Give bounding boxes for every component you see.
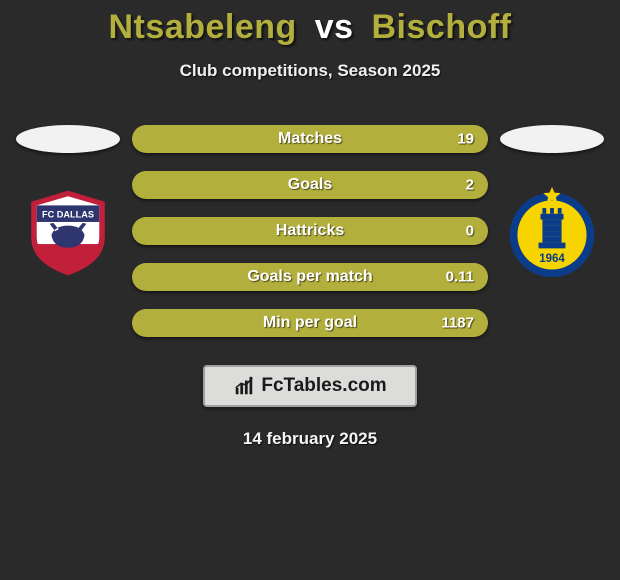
player1-ellipse [16,125,120,153]
stat-label: Goals per match [247,268,372,286]
date-line: 14 february 2025 [0,429,620,449]
brand-text: FcTables.com [261,375,386,397]
svg-text:1964: 1964 [539,253,565,265]
stat-value-right: 0 [466,223,474,240]
stat-bar: Goals 2 [132,171,488,199]
brand-box[interactable]: FcTables.com [203,365,417,407]
bar-chart-icon [233,375,255,397]
stat-label: Matches [278,130,342,148]
club2-crest: 1964 [502,183,602,283]
svg-text:FC DALLAS: FC DALLAS [42,209,94,219]
page-title: Ntsabeleng vs Bischoff [0,8,620,47]
left-column: FC DALLAS [8,125,128,283]
stat-value-right: 0.11 [446,269,474,286]
stat-value-right: 19 [457,131,474,148]
comparison-card: Ntsabeleng vs Bischoff Club competitions… [0,0,620,449]
stat-label: Min per goal [263,314,357,332]
player2-ellipse [500,125,604,153]
brondby-crest-icon: 1964 [504,185,600,281]
stat-label: Goals [288,176,332,194]
vs-text: vs [315,8,354,46]
stat-bar: Matches 19 [132,125,488,153]
main-row: FC DALLAS Matches 19 Goals 2 Hattricks 0 Goals… [0,125,620,337]
stat-value-right: 2 [466,177,474,194]
stat-bar: Hattricks 0 [132,217,488,245]
stat-bar: Goals per match 0.11 [132,263,488,291]
player2-name: Bischoff [372,8,512,46]
player1-name: Ntsabeleng [109,8,297,46]
stat-bar: Min per goal 1187 [132,309,488,337]
right-column: 1964 [492,125,612,283]
stat-label: Hattricks [276,222,344,240]
stat-value-right: 1187 [441,315,474,332]
fc-dallas-crest-icon: FC DALLAS [22,187,114,279]
subtitle: Club competitions, Season 2025 [0,61,620,81]
stats-column: Matches 19 Goals 2 Hattricks 0 Goals per match… [128,125,492,337]
club1-crest: FC DALLAS [18,183,118,283]
